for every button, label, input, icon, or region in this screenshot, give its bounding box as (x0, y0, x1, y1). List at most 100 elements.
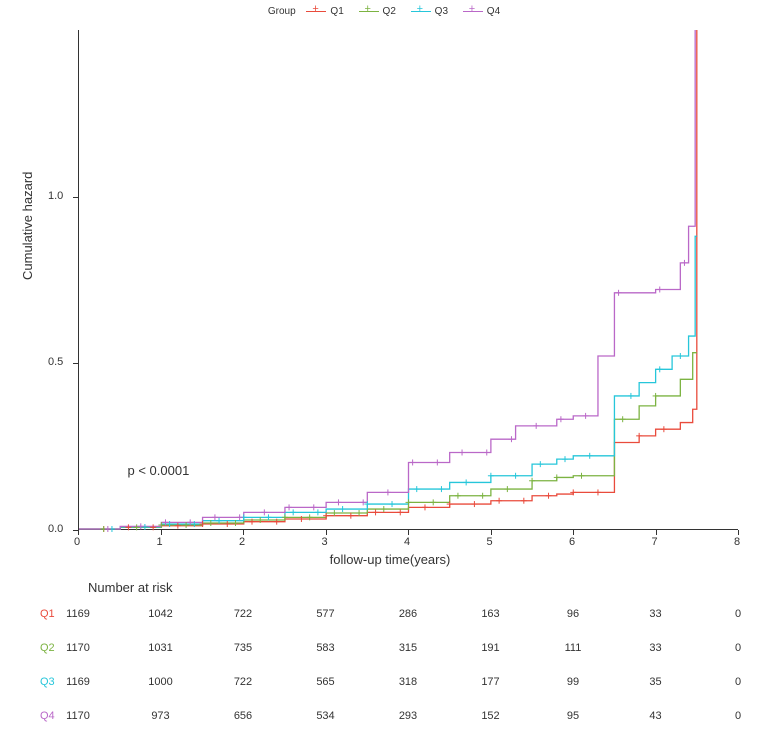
risk-cell: 191 (461, 642, 521, 654)
censor-mark (434, 459, 440, 465)
censor-mark (237, 514, 243, 520)
censor-mark (410, 459, 416, 465)
risk-cell: 722 (213, 608, 273, 620)
censor-mark (381, 506, 387, 512)
risk-cell: 33 (626, 608, 686, 620)
censor-mark (677, 353, 683, 359)
censor-mark (315, 509, 321, 515)
censor-mark (414, 486, 420, 492)
x-tick-label: 6 (569, 536, 575, 548)
risk-cell: 33 (626, 642, 686, 654)
censor-mark (150, 524, 156, 530)
risk-cell: 0 (708, 710, 768, 722)
p-value-annotation: p < 0.0001 (128, 463, 190, 478)
censor-mark (562, 456, 568, 462)
censor-mark (513, 473, 519, 479)
censor-mark (533, 423, 539, 429)
risk-cell: 583 (296, 642, 356, 654)
risk-cell: 1169 (48, 676, 108, 688)
censor-mark (224, 521, 230, 527)
x-tick-label: 0 (74, 536, 80, 548)
x-tick-label: 3 (322, 536, 328, 548)
censor-mark (488, 473, 494, 479)
censor-mark (471, 501, 477, 507)
hazard-curve-q1 (79, 30, 697, 529)
x-tick-mark (161, 530, 162, 535)
risk-cell: 286 (378, 608, 438, 620)
censor-mark (422, 504, 428, 510)
x-tick-label: 7 (652, 536, 658, 548)
censor-mark (653, 393, 659, 399)
x-tick-mark (656, 530, 657, 535)
risk-cell: 722 (213, 676, 273, 688)
risk-cell: 99 (543, 676, 603, 688)
x-tick-mark (326, 530, 327, 535)
y-tick-mark (73, 197, 78, 198)
risk-cell: 577 (296, 608, 356, 620)
censor-mark (134, 524, 140, 530)
censor-mark (463, 479, 469, 485)
censor-mark (340, 506, 346, 512)
x-tick-mark (78, 530, 79, 535)
risk-cell: 43 (626, 710, 686, 722)
risk-cell: 1042 (131, 608, 191, 620)
legend-item-q3: Q3 (435, 6, 448, 17)
censor-mark (636, 433, 642, 439)
swatch-q1 (306, 11, 326, 12)
hazard-curve-q4 (79, 30, 695, 529)
censor-mark (578, 473, 584, 479)
censor-mark (212, 514, 218, 520)
censor-mark (261, 509, 267, 515)
x-tick-label: 8 (734, 536, 740, 548)
censor-mark (290, 509, 296, 515)
censor-mark (311, 504, 317, 510)
risk-cell: 96 (543, 608, 603, 620)
x-tick-mark (408, 530, 409, 535)
risk-cell: 35 (626, 676, 686, 688)
x-tick-mark (573, 530, 574, 535)
censor-mark (681, 260, 687, 266)
censor-mark (620, 416, 626, 422)
censor-mark (389, 501, 395, 507)
plot-area (78, 30, 738, 530)
risk-cell: 293 (378, 710, 438, 722)
risk-cell: 1170 (48, 642, 108, 654)
x-axis-label: follow-up time(years) (0, 552, 780, 567)
censor-mark (438, 486, 444, 492)
censor-mark (397, 509, 403, 515)
risk-cell: 315 (378, 642, 438, 654)
risk-cell: 973 (131, 710, 191, 722)
y-tick-label: 1.0 (48, 190, 63, 202)
swatch-q4 (463, 11, 483, 12)
censor-mark (537, 461, 543, 467)
hazard-curve-q2 (79, 353, 697, 529)
risk-cell: 1000 (131, 676, 191, 688)
swatch-q2 (359, 11, 379, 12)
legend-title: Group (268, 6, 296, 17)
x-tick-label: 4 (404, 536, 410, 548)
risk-cell: 656 (213, 710, 273, 722)
censor-mark (558, 416, 564, 422)
hazard-curves (79, 30, 738, 529)
legend-item-q4: Q4 (487, 6, 500, 17)
swatch-q3 (411, 11, 431, 12)
x-tick-label: 1 (157, 536, 163, 548)
censor-mark (554, 474, 560, 480)
risk-cell: 1169 (48, 608, 108, 620)
y-tick-label: 0.5 (48, 356, 63, 368)
censor-mark (142, 524, 148, 530)
x-tick-label: 5 (487, 536, 493, 548)
y-axis-label: Cumulative hazard (20, 172, 35, 280)
x-tick-label: 2 (239, 536, 245, 548)
censor-mark (595, 489, 601, 495)
x-tick-mark (738, 530, 739, 535)
censor-mark (661, 426, 667, 432)
risk-cell: 0 (708, 608, 768, 620)
risk-cell: 1170 (48, 710, 108, 722)
censor-mark (335, 499, 341, 505)
censor-mark (105, 526, 111, 532)
legend-item-q1: Q1 (330, 6, 343, 17)
legend: Group Q1 Q2 Q3 Q4 (0, 6, 780, 17)
censor-mark (508, 436, 514, 442)
censor-mark (583, 413, 589, 419)
